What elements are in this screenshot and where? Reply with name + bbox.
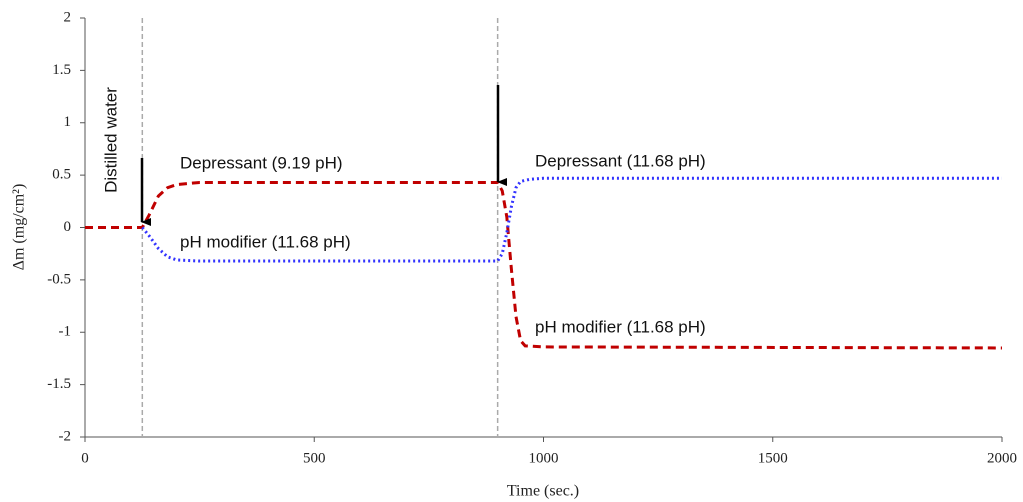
x-tick-label: 0: [81, 450, 89, 466]
y-tick-label: 2: [64, 9, 72, 25]
y-tick-label: -1: [59, 324, 72, 340]
y-tick-label: 0.5: [52, 167, 71, 183]
y-axis-title: Δm (mg/cm²): [11, 184, 28, 271]
x-tick-label: 500: [303, 450, 326, 466]
series-line: [141, 176, 1002, 263]
x-tick-label: 2000: [987, 450, 1017, 466]
y-tick-label: 1: [64, 114, 72, 130]
annotation: pH modifier (11.68 pH): [180, 232, 351, 251]
y-tick-label: 0: [64, 219, 72, 235]
annotation: Depressant (9.19 pH): [180, 153, 343, 172]
annotation: Distilled water: [101, 87, 120, 193]
y-tick-label: -0.5: [47, 271, 71, 287]
annotation: pH modifier (11.68 pH): [535, 317, 706, 336]
y-tick-label: -2: [59, 428, 72, 444]
x-axis-title: Time (sec.): [507, 483, 579, 500]
annotation: Depressant (11.68 pH): [535, 151, 706, 170]
y-tick-label: 1.5: [52, 62, 71, 78]
x-tick-label: 1500: [758, 450, 788, 466]
x-tick-label: 1000: [529, 450, 559, 466]
y-tick-label: -1.5: [47, 376, 71, 392]
